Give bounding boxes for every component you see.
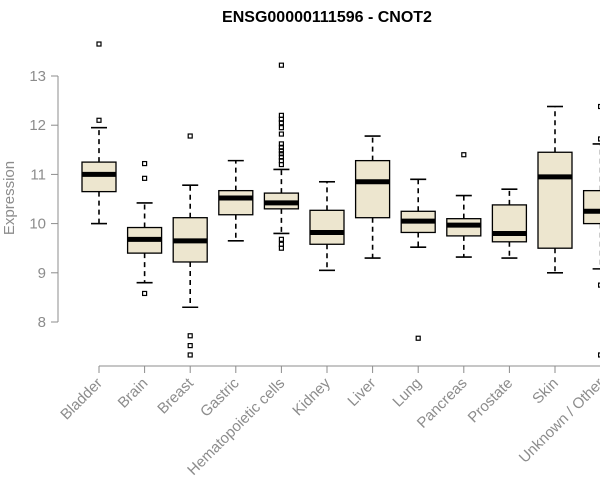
x-tick-label: Liver [344,375,379,410]
y-axis-label: Expression [1,161,18,235]
outlier-point [142,290,148,297]
outlier-point [278,141,284,147]
outlier-point [187,352,193,358]
outlier-point [278,62,284,68]
outlier-point [278,151,284,157]
outlier-point [597,136,600,142]
outlier-point [597,103,600,110]
outlier-point [278,112,284,118]
box-group [582,103,600,358]
outlier-point [96,41,102,47]
outlier-point [142,175,148,181]
box-group [446,152,482,258]
x-tick-label: Pancreas [414,375,471,432]
outlier-point [278,241,284,247]
y-tick-label: 12 [29,117,46,134]
y-axis: 8 9 10 11 12 13 [29,68,59,331]
chart-title: ENSG00000111596 - CNOT2 [222,9,432,26]
x-tick-label: Skin [529,375,562,408]
box-group [400,178,436,341]
outlier-point [187,343,193,349]
outlier-point [461,152,467,158]
boxes-group [81,41,600,358]
box-group [218,159,254,242]
y-tick-label: 13 [29,68,46,85]
x-tick-label: Gastric [197,374,243,420]
y-tick-label: 11 [30,166,46,183]
box-group [172,133,208,358]
outlier-point [415,335,421,341]
box-group [309,180,345,272]
box-iqr [537,151,573,249]
box-group [126,160,163,297]
x-tick-label: Bladder [57,375,106,424]
outlier-point [278,236,284,242]
box-iqr [309,209,345,245]
box-group [491,188,528,259]
x-tick-label: Kidney [289,374,334,419]
outlier-point [278,125,284,131]
outlier-point [597,352,600,358]
outlier-point [187,133,193,139]
outlier-point [142,160,148,167]
outlier-point [96,117,102,123]
box-group [354,135,391,259]
box-iqr [491,204,528,243]
box-iqr [582,189,600,225]
box-group [81,41,117,225]
x-tick-label: Prostate [465,375,517,427]
outlier-point [278,131,284,137]
box-group [537,105,573,274]
x-tick-label: Brain [115,375,152,412]
x-tick-label: Breast [154,374,197,417]
x-tick-label: Lung [389,375,425,411]
outlier-point [187,333,193,339]
box-iqr [354,159,391,219]
y-tick-label: 9 [38,265,46,282]
box-group [263,62,300,251]
box-iqr [218,189,254,216]
y-tick-label: 10 [29,216,46,233]
y-tick-label: 8 [38,314,46,331]
outlier-point [597,282,600,288]
